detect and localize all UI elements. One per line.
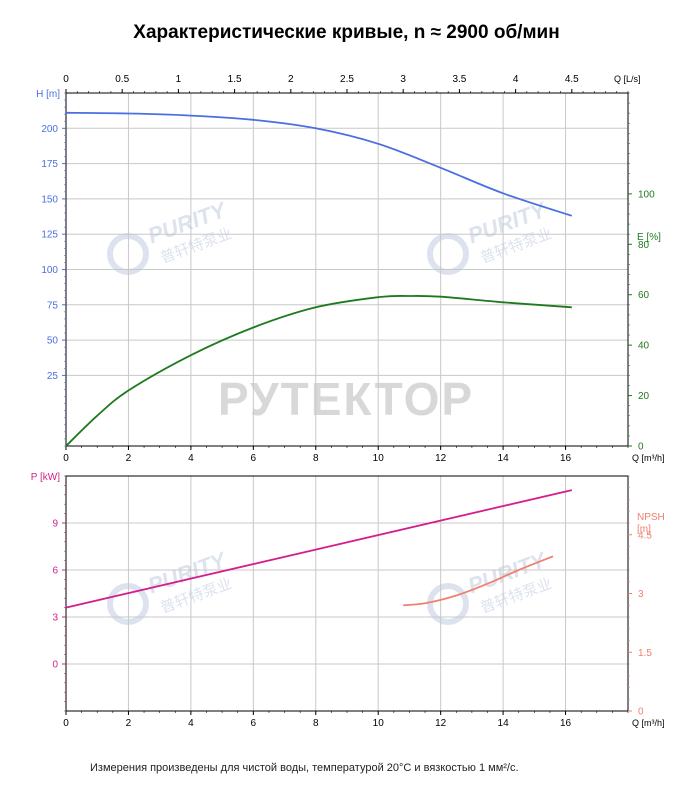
x-top-tick-label: 3 xyxy=(400,74,406,85)
watermark-logo-icon xyxy=(427,233,469,275)
series-line-head xyxy=(65,111,573,217)
series-line-efficiency xyxy=(65,295,572,447)
x-tick-label: 14 xyxy=(498,718,510,729)
y-left-tick-label: 75 xyxy=(47,300,59,311)
y-right-tick-label: 0 xyxy=(638,707,644,718)
y-left-axis-label: P [kW] xyxy=(31,472,60,483)
chart-title: Характеристические кривые, n ≈ 2900 об/м… xyxy=(133,22,560,43)
y-right-axis-label: E [%] xyxy=(637,232,661,243)
y-left-tick-label: 9 xyxy=(52,519,58,530)
x-top-tick-label: 4 xyxy=(513,74,519,85)
y-left-tick-label: 25 xyxy=(47,371,59,382)
x-top-tick-label: 1 xyxy=(176,74,182,85)
y-right-axis-label-unit: [m] xyxy=(637,524,651,535)
series-layer xyxy=(65,111,573,609)
y-right-tick-label: 100 xyxy=(638,189,655,200)
y-right-axis-label: NPSH xyxy=(637,512,665,523)
y-right-tick-label: 1.5 xyxy=(638,648,652,659)
x-tick-label: 16 xyxy=(560,453,572,464)
x-tick-label: 0 xyxy=(63,718,69,729)
x-top-tick-label: 1.5 xyxy=(228,74,242,85)
y-right-tick-label: 80 xyxy=(638,240,650,251)
y-left-tick-label: 175 xyxy=(41,159,58,170)
y-right-tick-label: 0 xyxy=(638,442,644,453)
y-right-tick-label: 20 xyxy=(638,391,650,402)
y-left-tick-label: 6 xyxy=(52,566,58,577)
x-tick-label: 12 xyxy=(435,718,447,729)
y-left-tick-label: 50 xyxy=(47,336,59,347)
x-top-tick-label: 0.5 xyxy=(115,74,129,85)
x-top-axis-label: Q [L/s] xyxy=(614,74,641,84)
x-top-tick-label: 3.5 xyxy=(452,74,466,85)
x-tick-label: 2 xyxy=(126,718,132,729)
x-tick-label: 8 xyxy=(313,718,319,729)
y-right-tick-label: 60 xyxy=(638,290,650,301)
footnote: Измерения произведены для чистой воды, т… xyxy=(90,762,519,774)
y-left-axis-label: H [m] xyxy=(36,89,60,100)
x-tick-label: 4 xyxy=(188,718,194,729)
watermark-main: РУТЕКТОР xyxy=(218,373,474,425)
x-tick-label: 4 xyxy=(188,453,194,464)
x-top-tick-label: 0 xyxy=(63,74,69,85)
x-top-tick-label: 4.5 xyxy=(565,74,579,85)
x-tick-label: 10 xyxy=(373,453,385,464)
x-tick-label: 6 xyxy=(251,453,257,464)
x-tick-label: 6 xyxy=(251,718,257,729)
series-line-power xyxy=(65,489,573,609)
x-tick-label: 0 xyxy=(63,453,69,464)
x-tick-label: 8 xyxy=(313,453,319,464)
x-tick-label: 16 xyxy=(560,718,572,729)
x-tick-label: 2 xyxy=(126,453,132,464)
y-right-tick-label: 3 xyxy=(638,589,644,600)
y-left-tick-label: 150 xyxy=(41,194,58,205)
y-left-tick-label: 125 xyxy=(41,230,58,241)
y-left-tick-label: 100 xyxy=(41,265,58,276)
x-axis-label: Q [m³/h] xyxy=(632,718,665,728)
x-top-tick-label: 2.5 xyxy=(340,74,354,85)
y-left-tick-label: 0 xyxy=(52,660,58,671)
tick-layer: 0 0.5 1 1.5 2 2.5 3 3.5 4 4.5 Q [L/s] 0 2 4 6 8 10 12 14 16… xyxy=(31,74,665,729)
watermark-logo-icon xyxy=(427,583,469,625)
y-right-tick-label: 4.5 xyxy=(638,530,652,541)
x-tick-label: 12 xyxy=(435,453,447,464)
series-line-npsh xyxy=(403,555,554,607)
x-axis-label: Q [m³/h] xyxy=(632,453,665,463)
y-right-tick-label: 40 xyxy=(638,341,650,352)
x-tick-label: 14 xyxy=(498,453,510,464)
x-top-tick-label: 2 xyxy=(288,74,294,85)
x-tick-label: 10 xyxy=(373,718,385,729)
y-left-tick-label: 200 xyxy=(41,124,58,135)
y-left-tick-label: 3 xyxy=(52,613,58,624)
